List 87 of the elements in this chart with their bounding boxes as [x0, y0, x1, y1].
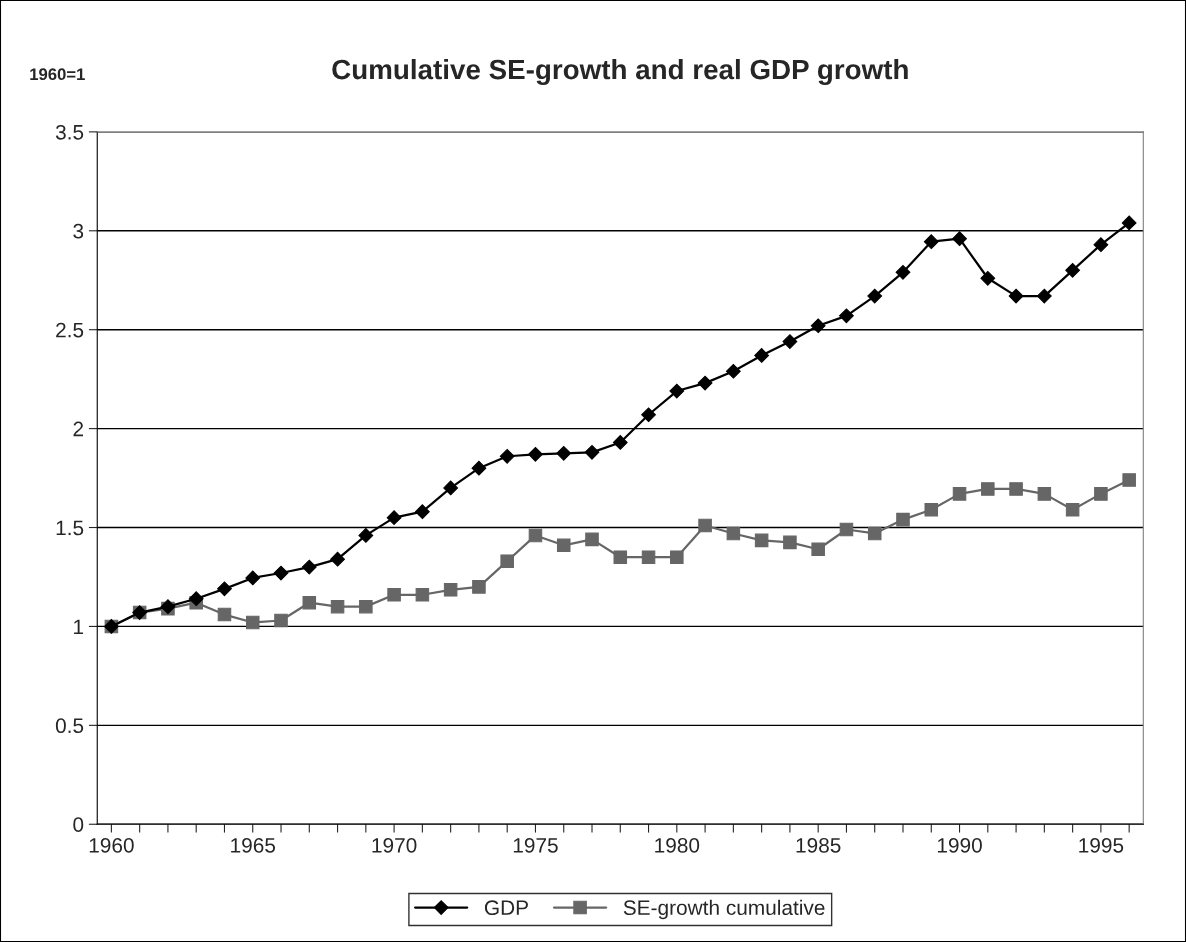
x-tick-label: 1975 [513, 837, 558, 853]
point [528, 446, 543, 462]
y-tick-label: 0 [73, 817, 84, 832]
point [472, 580, 486, 594]
y-tick-label: 0.5 [55, 718, 84, 734]
point [471, 460, 487, 476]
point [1065, 262, 1081, 278]
point [839, 522, 854, 537]
point [670, 550, 684, 564]
point [358, 528, 374, 543]
point [330, 551, 345, 567]
point [981, 482, 995, 496]
point [952, 487, 967, 501]
point [726, 526, 741, 541]
point [697, 375, 713, 391]
point [1094, 487, 1108, 501]
point [387, 588, 401, 602]
point [641, 407, 656, 423]
x-tick-label: 1990 [937, 837, 982, 853]
point [217, 581, 232, 597]
point [556, 538, 571, 553]
point [612, 435, 628, 450]
point [782, 334, 798, 349]
y-tick-label: 2 [73, 421, 84, 437]
x-tick-label: 1970 [372, 837, 417, 853]
point [443, 480, 459, 496]
point [245, 615, 260, 630]
point [359, 599, 373, 614]
point [952, 231, 967, 247]
point [499, 448, 515, 464]
point [528, 528, 543, 543]
point [613, 550, 628, 564]
legend-label: SE-growth cumulative [623, 899, 825, 920]
point [443, 583, 458, 597]
point [415, 588, 430, 602]
point [1093, 237, 1109, 253]
point [556, 445, 572, 461]
x-tick-label: 1965 [231, 837, 276, 853]
point [188, 591, 204, 607]
y-tick-label: 3 [73, 223, 84, 239]
point [1037, 487, 1052, 501]
point [867, 288, 883, 304]
point [1036, 288, 1052, 304]
point [725, 363, 741, 379]
point [217, 607, 232, 622]
point [1121, 215, 1137, 231]
point [698, 518, 712, 533]
y-tick-label: 1.5 [56, 520, 84, 536]
x-tick-label: 1960 [89, 837, 134, 853]
point [386, 510, 402, 526]
point [414, 504, 430, 520]
y-tick-label: 3.5 [55, 124, 84, 140]
point [585, 532, 599, 547]
point [273, 565, 289, 581]
point [584, 444, 600, 460]
point [1065, 502, 1080, 517]
point [980, 270, 996, 286]
point [783, 535, 797, 550]
point [1009, 482, 1023, 496]
point [924, 502, 939, 517]
point [500, 554, 514, 568]
point [867, 526, 882, 541]
point [754, 348, 770, 363]
point [301, 559, 317, 575]
point [754, 533, 769, 548]
point [810, 318, 826, 334]
x-tick-label: 1995 [1079, 837, 1124, 853]
y-tick-label: 2.5 [56, 322, 84, 338]
point [330, 599, 345, 614]
x-tick-label: 1980 [655, 837, 700, 853]
y-axis-title: 1960=1 [30, 68, 85, 81]
point [245, 570, 261, 586]
y-tick-label: 1 [74, 619, 84, 634]
point [1008, 288, 1024, 304]
point [811, 542, 825, 557]
legend-label: GDP [484, 900, 528, 916]
point [669, 383, 685, 399]
point [274, 613, 288, 628]
point [896, 512, 910, 527]
chart-title: Cumulative SE-growth and real GDP growth [332, 58, 908, 85]
point [923, 234, 939, 250]
point [1122, 473, 1136, 487]
x-tick-label: 1985 [796, 837, 841, 853]
point [302, 595, 317, 610]
point [641, 550, 656, 564]
point [839, 308, 854, 324]
point [895, 264, 911, 280]
